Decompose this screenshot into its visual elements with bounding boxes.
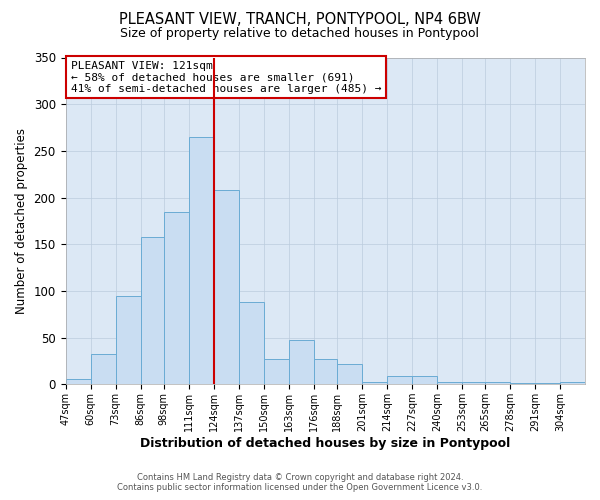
Bar [263,359,289,384]
X-axis label: Distribution of detached houses by size in Pontypool: Distribution of detached houses by size … [140,437,511,450]
Bar [337,364,362,384]
Text: PLEASANT VIEW, TRANCH, PONTYPOOL, NP4 6BW: PLEASANT VIEW, TRANCH, PONTYPOOL, NP4 6B… [119,12,481,28]
Bar [239,302,263,384]
Bar [289,340,314,384]
Bar [91,354,116,384]
Bar [140,237,164,384]
Text: PLEASANT VIEW: 121sqm
← 58% of detached houses are smaller (691)
41% of semi-det: PLEASANT VIEW: 121sqm ← 58% of detached … [71,61,381,94]
Bar [65,378,91,384]
Bar [214,190,239,384]
Bar [387,376,412,384]
Bar [116,296,140,384]
Bar [485,382,510,384]
Text: Size of property relative to detached houses in Pontypool: Size of property relative to detached ho… [121,28,479,40]
Bar [437,382,462,384]
Bar [314,359,337,384]
Bar [462,382,485,384]
Bar [164,212,188,384]
Bar [412,376,437,384]
Text: Contains HM Land Registry data © Crown copyright and database right 2024.
Contai: Contains HM Land Registry data © Crown c… [118,473,482,492]
Y-axis label: Number of detached properties: Number of detached properties [15,128,28,314]
Bar [362,382,387,384]
Bar [560,382,585,384]
Bar [188,137,214,384]
